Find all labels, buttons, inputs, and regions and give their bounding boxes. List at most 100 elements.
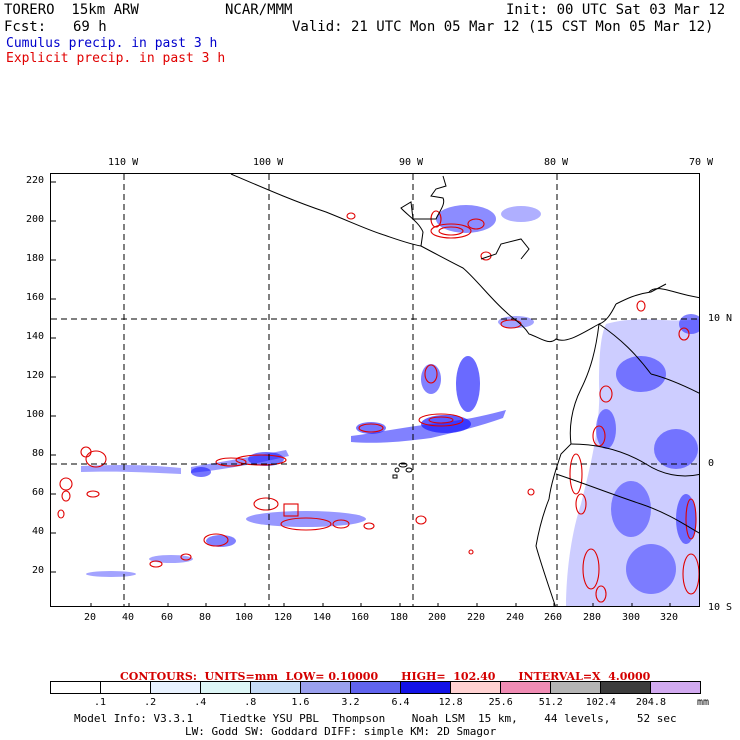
lat-label-10n: 10 N	[708, 313, 733, 324]
x-tick: 260	[543, 612, 563, 623]
border	[598, 323, 652, 375]
coastline	[535, 323, 600, 606]
explicit-contour	[428, 416, 454, 424]
cumulus-cell	[436, 205, 496, 233]
explicit-contour	[332, 519, 350, 529]
colorbar-swatch	[351, 682, 401, 693]
precip-map	[50, 173, 700, 607]
colorbar-label: 6.4	[391, 697, 410, 708]
explicit-contour	[575, 493, 587, 515]
lon-label-90w: 90 W	[399, 157, 424, 168]
colorbar-swatch	[501, 682, 551, 693]
init-time: Init: 00 UTC Sat 03 Mar 12	[506, 2, 726, 18]
y-tick: 80	[31, 448, 44, 459]
frame-ticks	[51, 181, 671, 606]
explicit-contour	[682, 553, 699, 595]
colorbar-swatch	[651, 682, 700, 693]
explicit-contour	[59, 477, 73, 491]
colorbar-label: 3.2	[341, 697, 360, 708]
colorbar-swatch	[51, 682, 101, 693]
x-tick: 320	[659, 612, 679, 623]
model-title: TORERO 15km ARW	[4, 2, 139, 18]
colorbar-label: 25.6	[488, 697, 513, 708]
cumulus-cell	[421, 415, 471, 433]
y-tick: 100	[25, 409, 44, 420]
x-tick: 80	[198, 612, 212, 623]
explicit-contour	[599, 385, 613, 403]
lon-label-100w: 100 W	[253, 157, 284, 168]
lon-label-110w: 110 W	[108, 157, 139, 168]
island	[394, 467, 400, 473]
org-label: NCAR/MMM	[225, 2, 293, 18]
coastline	[615, 283, 667, 305]
x-tick: 100	[234, 612, 254, 623]
y-tick: 180	[25, 253, 44, 264]
y-tick: 160	[25, 292, 44, 303]
x-tick: 300	[621, 612, 641, 623]
island	[398, 462, 408, 468]
y-tick: 40	[31, 526, 44, 537]
colorbar-swatch	[251, 682, 301, 693]
lon-label-80w: 80 W	[544, 157, 569, 168]
y-tick: 200	[25, 214, 44, 225]
physics-info: LW: Godd SW: Goddard DIFF: simple KM: 2D…	[185, 725, 497, 738]
lat-label-equator: 0	[708, 458, 715, 469]
explicit-contour	[253, 497, 279, 511]
lat-label-10s: 10 S	[708, 602, 733, 613]
colorbar-label: 1.6	[291, 697, 310, 708]
explicit-contour	[85, 450, 107, 468]
colorbar-swatch	[151, 682, 201, 693]
cumulus-cell	[611, 481, 651, 537]
colorbar-swatch	[101, 682, 151, 693]
cumulus-cell	[501, 206, 541, 222]
colorbar-label: .4	[194, 697, 207, 708]
x-tick: 160	[350, 612, 370, 623]
explicit-contour	[363, 522, 375, 530]
explicit-contour	[500, 319, 522, 329]
cumulus-cell	[246, 511, 366, 527]
explicit-contour	[280, 517, 332, 531]
x-tick: 40	[121, 612, 135, 623]
y-tick: 120	[25, 370, 44, 381]
valid-time: Valid: 21 UTC Mon 05 Mar 12 (15 CST Mon …	[292, 19, 714, 35]
forecast-label: Fcst:	[4, 19, 47, 35]
model-info: Model Info: V3.3.1 Tiedtke YSU PBL Thomp…	[74, 712, 677, 725]
explicit-contour	[346, 212, 356, 220]
border	[650, 373, 699, 394]
y-tick: 220	[25, 175, 44, 186]
explicit-precip-layer	[57, 210, 699, 603]
cumulus-cell	[421, 364, 441, 394]
explicit-contour	[430, 223, 472, 239]
explicit-contour	[180, 553, 192, 561]
x-tick: 280	[582, 612, 602, 623]
x-tick: 180	[389, 612, 409, 623]
explicit-contour	[595, 585, 607, 603]
colorbar-label: .2	[144, 697, 157, 708]
colorbar-labels: .1 .2 .4 .8 1.6 3.2 6.4 12.8 25.6 51.2 102.4 204.8	[50, 697, 701, 709]
cumulus-cell	[86, 571, 136, 577]
x-tick: 20	[83, 612, 97, 623]
colorbar-swatch	[401, 682, 451, 693]
colorbar-swatch	[201, 682, 251, 693]
explicit-contour	[203, 533, 229, 547]
explicit-contour	[468, 549, 474, 555]
colorbar-label: 102.4	[585, 697, 616, 708]
explicit-contour	[418, 413, 464, 427]
colorbar-label: .1	[94, 697, 107, 708]
cumulus-cell	[654, 429, 698, 469]
cumulus-continent	[566, 319, 699, 606]
lon-label-70w: 70 W	[689, 157, 714, 168]
coastline	[648, 288, 699, 299]
island	[405, 467, 413, 473]
explicit-contour	[636, 300, 646, 312]
explicit-contour	[438, 226, 464, 236]
cumulus-cell	[149, 555, 193, 563]
x-tick: 240	[505, 612, 525, 623]
colorbar-label: 51.2	[538, 697, 563, 708]
explicit-contour	[424, 364, 438, 384]
explicit-contour	[283, 503, 299, 517]
x-tick: 120	[273, 612, 293, 623]
explicit-contour	[61, 490, 71, 502]
x-tick: 220	[466, 612, 486, 623]
x-tick: 140	[312, 612, 332, 623]
